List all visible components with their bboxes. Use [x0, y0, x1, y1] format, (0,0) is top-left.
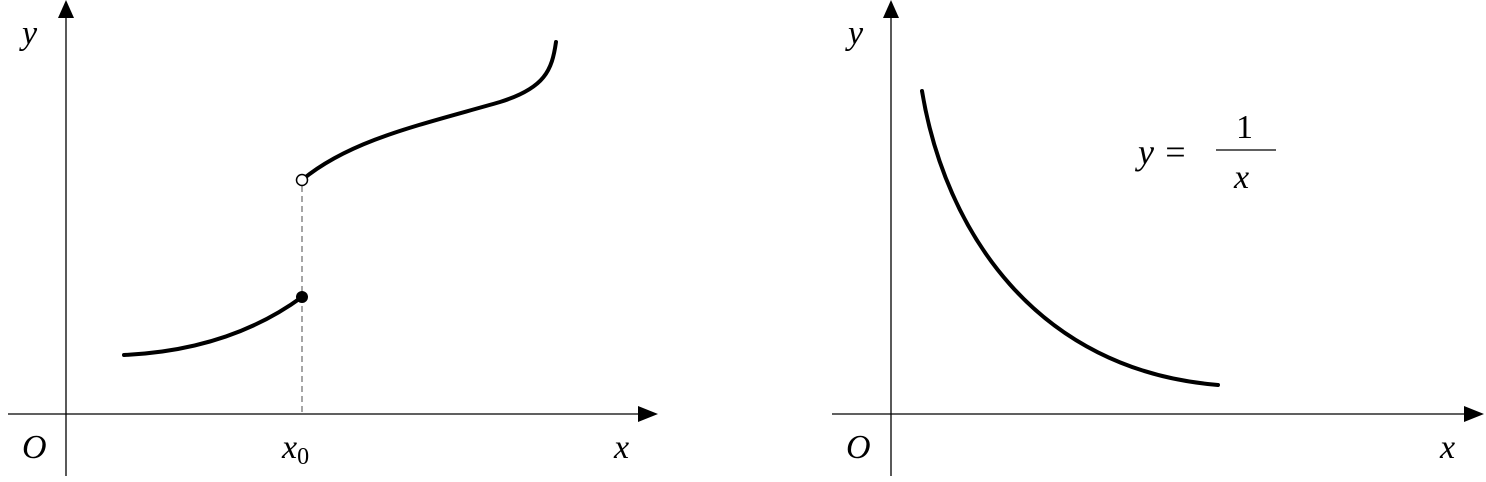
closed-endpoint-dot: [296, 291, 308, 303]
equation-lhs: y =: [1135, 132, 1187, 172]
reciprocal-curve: [920, 89, 1220, 387]
right-y-axis-arrow: [883, 0, 899, 18]
left-y-axis-arrow: [58, 0, 74, 18]
right-origin-label: O: [846, 429, 871, 466]
right-y-axis-label: y: [845, 15, 864, 52]
right-graph: O x y y = 1 x: [832, 0, 1484, 476]
left-y-axis-label: y: [19, 15, 38, 52]
right-x-axis-arrow: [1464, 406, 1484, 422]
open-endpoint-dot: [295, 173, 309, 187]
equation-numerator: 1: [1236, 109, 1253, 146]
right-x-axis-label: x: [1439, 429, 1455, 466]
left-x-axis-label: x: [613, 429, 629, 466]
left-x-axis-arrow: [638, 406, 658, 422]
x0-label-base: x: [281, 429, 297, 466]
lower-curve-piece: [122, 295, 304, 357]
x0-label-subscript: 0: [297, 444, 309, 470]
x0-label: x0: [281, 429, 309, 470]
equation-label: y = 1 x: [1135, 109, 1276, 196]
equation-denominator: x: [1233, 159, 1249, 196]
left-origin-label: O: [22, 429, 47, 466]
upper-curve-piece: [300, 40, 558, 182]
left-graph: O x y x0: [8, 0, 658, 476]
